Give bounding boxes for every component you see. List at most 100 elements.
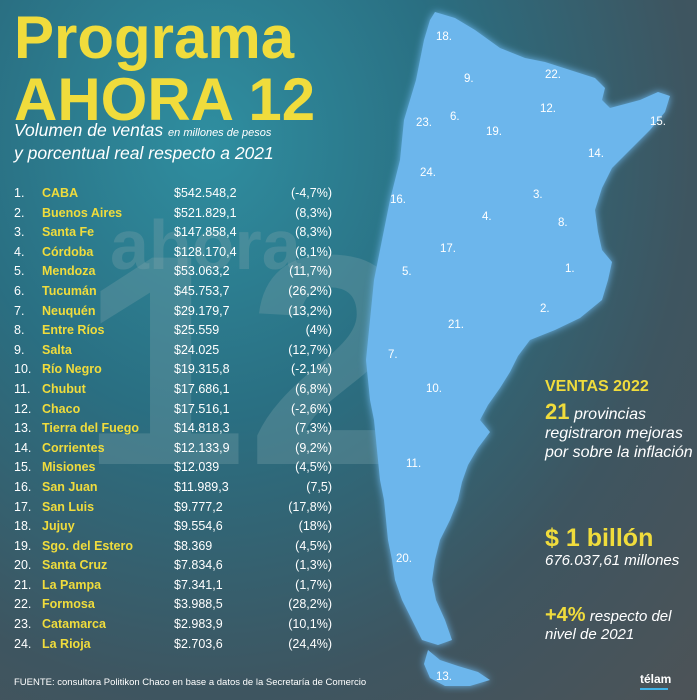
summary-total: $ 1 billón 676.037,61 millones: [545, 524, 679, 569]
table-row: 24. La Rioja $2.703,6 (24,4%): [14, 635, 332, 655]
table-row: 16. San Juan $11.989,3 (7,5): [14, 478, 332, 498]
map-label: 23.: [416, 117, 432, 129]
table-row: 7. Neuquén $29.179,7 (13,2%): [14, 302, 332, 322]
table-row: 11. Chubut $17.686,1 (6,8%): [14, 380, 332, 400]
source-footer: FUENTE: consultora Politikon Chaco en ba…: [14, 677, 367, 688]
row-province: Misiones: [42, 460, 96, 475]
row-amount: $2.703,6: [174, 636, 223, 651]
map-label: 22.: [545, 69, 561, 81]
table-row: 15. Misiones $12.039 (4,5%): [14, 458, 332, 478]
tierra-del-fuego-shape: [424, 650, 490, 686]
table-row: 3. Santa Fe $147.858,4 (8,3%): [14, 223, 332, 243]
row-rank: 2.: [14, 205, 25, 220]
row-rank: 12.: [14, 401, 32, 416]
title-line1: Programa: [14, 4, 295, 71]
row-rank: 6.: [14, 283, 25, 298]
row-province: Corrientes: [42, 440, 105, 455]
map-label: 2.: [540, 303, 550, 315]
row-province: La Pampa: [42, 577, 102, 592]
table-row: 13. Tierra del Fuego $14.818,3 (7,3%): [14, 419, 332, 439]
row-rank: 8.: [14, 323, 25, 338]
row-province: Chaco: [42, 401, 81, 416]
summary-total-detail: 676.037,61 millones: [545, 552, 680, 569]
row-amount: $29.179,7: [174, 303, 230, 318]
row-percent: (4,5%): [295, 538, 332, 553]
table-row: 2. Buenos Aires $521.829,1 (8,3%): [14, 204, 332, 224]
row-percent: (8,1%): [295, 244, 332, 259]
row-percent: (8,3%): [295, 225, 332, 240]
row-province: Tucumán: [42, 283, 97, 298]
row-province: San Luis: [42, 499, 95, 514]
row-percent: (26,2%): [288, 283, 332, 298]
row-percent: (7,5): [306, 479, 332, 494]
row-rank: 10.: [14, 362, 32, 377]
row-amount: $147.858,4: [174, 225, 237, 240]
table-row: 21. La Pampa $7.341,1 (1,7%): [14, 576, 332, 596]
row-rank: 3.: [14, 225, 25, 240]
row-percent: (9,2%): [295, 440, 332, 455]
row-rank: 20.: [14, 558, 32, 573]
row-percent: (4%): [305, 323, 332, 338]
summary-growth: +4% respecto del nivel de 2021: [545, 605, 695, 644]
row-percent: (24,4%): [288, 636, 332, 651]
row-amount: $24.025: [174, 342, 220, 357]
map-label: 18.: [436, 31, 452, 43]
map-label: 3.: [533, 189, 543, 201]
row-rank: 15.: [14, 460, 32, 475]
row-rank: 21.: [14, 577, 32, 592]
row-amount: $542.548,2: [174, 186, 237, 200]
row-province: Mendoza: [42, 264, 96, 279]
row-province: San Juan: [42, 479, 98, 494]
row-province: Neuquén: [42, 303, 96, 318]
row-amount: $128.170,4: [174, 244, 237, 259]
map-label: 17.: [440, 243, 456, 255]
row-province: Tierra del Fuego: [42, 421, 140, 436]
table-row: 1. CABA $542.548,2 (-4,7%): [14, 184, 332, 204]
row-province: Formosa: [42, 597, 95, 612]
table-row: 18. Jujuy $9.554,6 (18%): [14, 517, 332, 537]
map-label: 16.: [390, 194, 406, 206]
table-row: 4. Córdoba $128.170,4 (8,1%): [14, 243, 332, 263]
row-province: Santa Cruz: [42, 558, 108, 573]
row-rank: 4.: [14, 244, 25, 259]
row-percent: (7,3%): [295, 421, 332, 436]
row-amount: $25.559: [174, 323, 220, 338]
row-province: Santa Fe: [42, 225, 95, 240]
row-rank: 1.: [14, 186, 25, 200]
row-percent: (28,2%): [288, 597, 332, 612]
row-amount: $12.039: [174, 460, 220, 475]
map-label: 10.: [426, 383, 442, 395]
map-label: 21.: [448, 319, 464, 331]
row-province: Salta: [42, 342, 72, 357]
row-amount: $3.988,5: [174, 597, 223, 612]
table-row: 12. Chaco $17.516,1 (-2,6%): [14, 400, 332, 420]
row-province: Sgo. del Estero: [42, 538, 133, 553]
row-amount: $8.369: [174, 538, 213, 553]
row-rank: 13.: [14, 421, 32, 436]
title-line2: AHORA 12: [14, 66, 316, 133]
row-rank: 23.: [14, 617, 32, 632]
row-percent: (1,3%): [295, 558, 332, 573]
summary-count-text: provincias registraron mejoras por sobre…: [545, 406, 693, 461]
summary-count: 21: [545, 399, 570, 424]
table-row: 17. San Luis $9.777,2 (17,8%): [14, 498, 332, 518]
table-row: 9. Salta $24.025 (12,7%): [14, 341, 332, 361]
row-rank: 5.: [14, 264, 25, 279]
subtitle-part2: y porcentual real respecto a 2021: [14, 143, 274, 163]
map-label: 5.: [402, 266, 412, 278]
map-label: 14.: [588, 148, 604, 160]
row-percent: (18%): [298, 519, 332, 534]
row-amount: $521.829,1: [174, 205, 237, 220]
row-amount: $45.753,7: [174, 283, 230, 298]
row-province: Córdoba: [42, 244, 94, 259]
row-rank: 14.: [14, 440, 32, 455]
map-shape: [366, 12, 670, 645]
map-label: 15.: [650, 116, 666, 128]
map-label: 13.: [436, 671, 452, 683]
row-percent: (10,1%): [288, 617, 332, 632]
map-label: 9.: [464, 73, 474, 85]
row-amount: $9.777,2: [174, 499, 223, 514]
row-amount: $11.989,3: [174, 479, 229, 494]
row-percent: (17,8%): [288, 499, 332, 514]
